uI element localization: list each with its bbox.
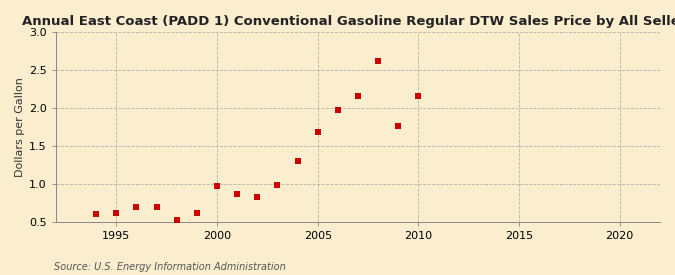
Point [373, 59, 383, 63]
Point [91, 212, 102, 216]
Point [272, 182, 283, 187]
Y-axis label: Dollars per Gallon: Dollars per Gallon [15, 77, 25, 177]
Point [171, 218, 182, 222]
Point [212, 184, 223, 188]
Point [292, 159, 303, 163]
Point [151, 204, 162, 209]
Point [393, 124, 404, 128]
Point [252, 194, 263, 199]
Point [131, 204, 142, 209]
Point [413, 94, 424, 98]
Text: Source: U.S. Energy Information Administration: Source: U.S. Energy Information Administ… [54, 262, 286, 272]
Point [332, 108, 343, 112]
Title: Annual East Coast (PADD 1) Conventional Gasoline Regular DTW Sales Price by All : Annual East Coast (PADD 1) Conventional … [22, 15, 675, 28]
Point [111, 210, 122, 215]
Point [192, 210, 202, 215]
Point [232, 191, 242, 196]
Point [313, 130, 323, 134]
Point [352, 94, 363, 99]
